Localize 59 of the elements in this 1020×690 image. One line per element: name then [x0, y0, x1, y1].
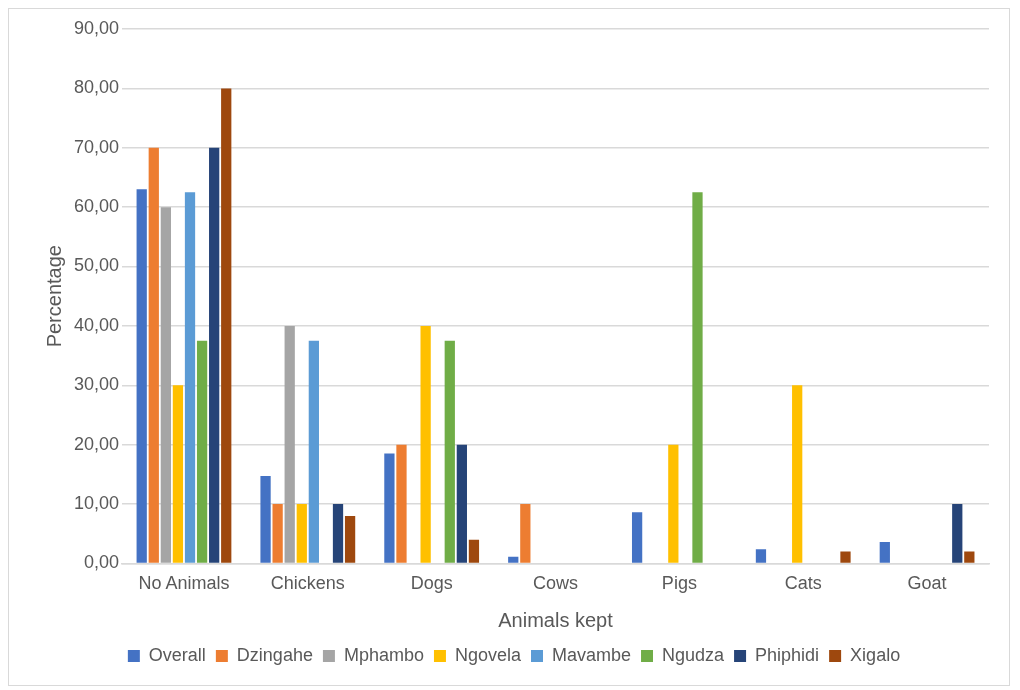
y-tick-label: 60,00	[74, 196, 120, 217]
bar	[420, 325, 431, 563]
bar	[332, 504, 344, 563]
bar	[668, 444, 679, 563]
bar	[209, 147, 220, 563]
bar	[840, 551, 851, 563]
bar	[755, 549, 767, 563]
bar	[260, 476, 271, 563]
x-tick-label: Goat	[907, 573, 947, 594]
bar	[631, 512, 643, 563]
legend-label: Mphambo	[343, 644, 424, 665]
bar	[508, 556, 519, 563]
legend-label: Ngovela	[454, 644, 522, 665]
y-tick-label: 10,00	[74, 492, 120, 513]
bar	[468, 539, 480, 563]
x-tick-label: Cows	[533, 573, 579, 594]
bar	[964, 551, 975, 563]
bar	[444, 340, 455, 563]
bar	[456, 444, 467, 563]
legend-label: Dzingahe	[236, 644, 313, 665]
y-tick-label: 80,00	[74, 77, 120, 98]
legend-label: Mavambe	[552, 644, 632, 665]
bar	[384, 453, 395, 563]
y-axis-title: Percentage	[42, 245, 65, 348]
y-tick-label: 70,00	[74, 136, 120, 157]
x-axis-title: Animals kept	[498, 608, 614, 631]
bar	[308, 340, 319, 563]
bar	[692, 192, 703, 563]
bar	[879, 542, 890, 563]
bar	[396, 444, 407, 563]
x-tick-label: Dogs	[410, 573, 453, 594]
bar	[184, 192, 196, 563]
bar	[296, 504, 307, 563]
y-tick-label: 20,00	[74, 433, 120, 454]
legend-label: Phiphidi	[755, 644, 820, 665]
x-tick-label: Pigs	[661, 573, 697, 594]
x-tick-label: Chickens	[270, 573, 345, 594]
bar	[172, 385, 184, 563]
y-tick-label: 30,00	[74, 374, 120, 395]
bar	[520, 504, 531, 563]
bar	[221, 88, 232, 563]
bar	[148, 147, 159, 563]
bar	[196, 340, 208, 563]
legend-label: Overall	[148, 644, 206, 665]
x-tick-label: Cats	[784, 573, 822, 594]
legend-label: Ngudza	[662, 644, 726, 665]
bar	[344, 515, 356, 563]
bar	[136, 189, 147, 563]
y-tick-label: 40,00	[74, 314, 120, 335]
bar	[792, 385, 803, 563]
bar	[284, 325, 295, 563]
y-tick-label: 90,00	[74, 17, 120, 38]
bar	[160, 207, 171, 563]
x-tick-label: No Animals	[138, 573, 230, 594]
y-tick-label: 50,00	[74, 255, 120, 276]
y-tick-label: 0,00	[84, 552, 120, 573]
bar	[952, 504, 963, 563]
legend-label: Xigalo	[850, 644, 901, 665]
bar	[272, 504, 283, 563]
